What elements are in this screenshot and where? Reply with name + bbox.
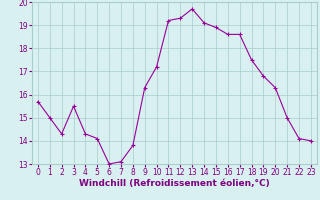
X-axis label: Windchill (Refroidissement éolien,°C): Windchill (Refroidissement éolien,°C)	[79, 179, 270, 188]
